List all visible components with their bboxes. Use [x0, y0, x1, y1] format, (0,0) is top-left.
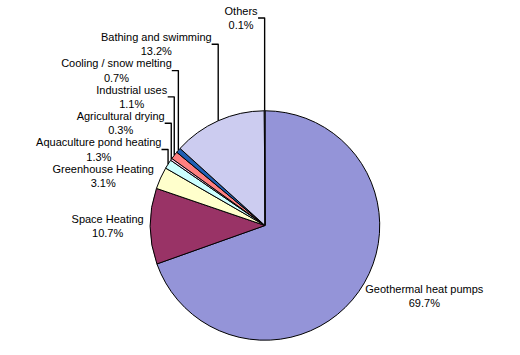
- svg-text:Greenhouse Heating3.1%: Greenhouse Heating3.1%: [52, 163, 154, 189]
- svg-text:Geothermal heat pumps69.7%: Geothermal heat pumps69.7%: [365, 283, 484, 309]
- svg-text:Bathing and swimming13.2%: Bathing and swimming13.2%: [101, 31, 212, 57]
- svg-text:Industrial uses1.1%: Industrial uses1.1%: [96, 84, 167, 110]
- svg-text:Space Heating10.7%: Space Heating10.7%: [72, 213, 144, 239]
- svg-text:Others0.1%: Others0.1%: [225, 5, 259, 31]
- svg-text:Agricultural drying0.3%: Agricultural drying0.3%: [77, 110, 165, 136]
- svg-text:Aquaculture pond heating1.3%: Aquaculture pond heating1.3%: [36, 136, 161, 162]
- svg-text:Cooling / snow melting0.7%: Cooling / snow melting0.7%: [61, 57, 172, 83]
